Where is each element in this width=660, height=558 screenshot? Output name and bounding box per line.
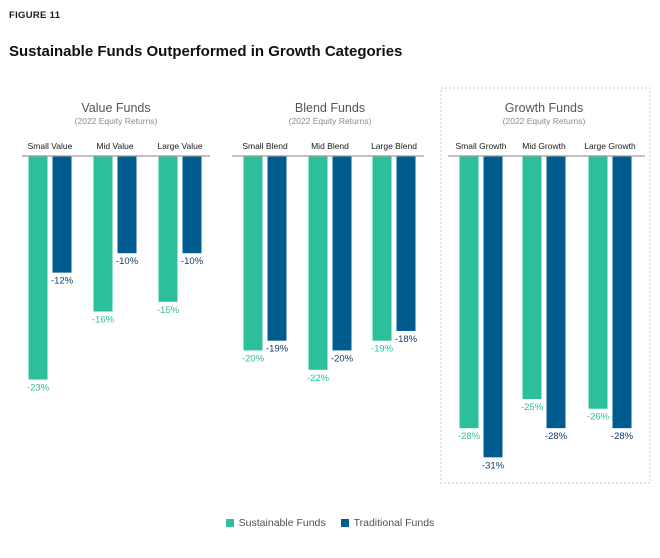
data-label-traditional: -18% [395, 334, 418, 345]
category-label: Large Blend [371, 141, 417, 151]
group-subtitle: (2022 Equity Returns) [289, 116, 372, 126]
group-subtitle: (2022 Equity Returns) [75, 116, 158, 126]
group-title: Blend Funds [295, 101, 365, 115]
legend-label-sustainable: Sustainable Funds [238, 517, 326, 529]
bar-sustainable [93, 156, 113, 312]
bar-traditional [182, 156, 202, 254]
bar-sustainable [459, 156, 479, 429]
legend-swatch-sustainable [225, 519, 234, 527]
data-label-traditional: -10% [116, 256, 139, 267]
bar-sustainable [588, 156, 608, 409]
bar-traditional [267, 156, 287, 341]
data-label-traditional: -28% [611, 431, 634, 442]
category-label: Small Blend [242, 141, 288, 151]
data-label-traditional: -12% [51, 276, 74, 287]
data-label-sustainable: -19% [371, 344, 394, 355]
figure-label: FIGURE 11 [9, 10, 61, 21]
bar-sustainable [522, 156, 542, 399]
bar-traditional [612, 156, 632, 429]
data-label-sustainable: -28% [458, 431, 481, 442]
bar-traditional [546, 156, 566, 429]
chart-plot: Value Funds(2022 Equity Returns)Small Va… [22, 87, 651, 484]
bar-traditional [52, 156, 72, 273]
data-label-sustainable: -16% [92, 315, 115, 326]
group-title: Growth Funds [505, 101, 584, 115]
data-label-sustainable: -25% [521, 402, 544, 413]
legend-item-traditional: Traditional Funds [340, 517, 435, 529]
category-label: Small Growth [455, 141, 506, 151]
group-highlight-box [440, 87, 651, 484]
group-title: Value Funds [81, 101, 150, 115]
bar-sustainable [308, 156, 328, 370]
data-label-sustainable: -22% [307, 373, 330, 384]
category-label: Large Value [157, 141, 202, 151]
category-label: Mid Blend [311, 141, 349, 151]
chart-title: Sustainable Funds Outperformed in Growth… [9, 43, 403, 60]
data-label-sustainable: -20% [242, 353, 265, 364]
data-label-traditional: -19% [266, 344, 289, 355]
bar-traditional [396, 156, 416, 331]
data-label-sustainable: -23% [27, 383, 50, 394]
category-label: Large Growth [584, 141, 636, 151]
bar-sustainable [28, 156, 48, 380]
bar-sustainable [158, 156, 178, 302]
legend-label-traditional: Traditional Funds [353, 517, 435, 529]
data-label-traditional: -10% [181, 256, 204, 267]
bar-traditional [332, 156, 352, 351]
bar-sustainable [243, 156, 263, 351]
chart-legend: Sustainable Funds Traditional Funds [0, 517, 660, 530]
legend-swatch-traditional [340, 519, 349, 527]
data-label-traditional: -31% [482, 460, 505, 471]
bar-traditional [117, 156, 137, 254]
data-label-traditional: -20% [331, 353, 354, 364]
legend-item-sustainable: Sustainable Funds [225, 517, 326, 529]
bar-sustainable [372, 156, 392, 341]
bar-traditional [483, 156, 503, 458]
category-label: Mid Growth [522, 141, 566, 151]
category-label: Mid Value [96, 141, 133, 151]
data-label-traditional: -28% [545, 431, 568, 442]
data-label-sustainable: -15% [157, 305, 180, 316]
data-label-sustainable: -26% [587, 412, 610, 423]
group-subtitle: (2022 Equity Returns) [503, 116, 586, 126]
category-label: Small Value [28, 141, 73, 151]
